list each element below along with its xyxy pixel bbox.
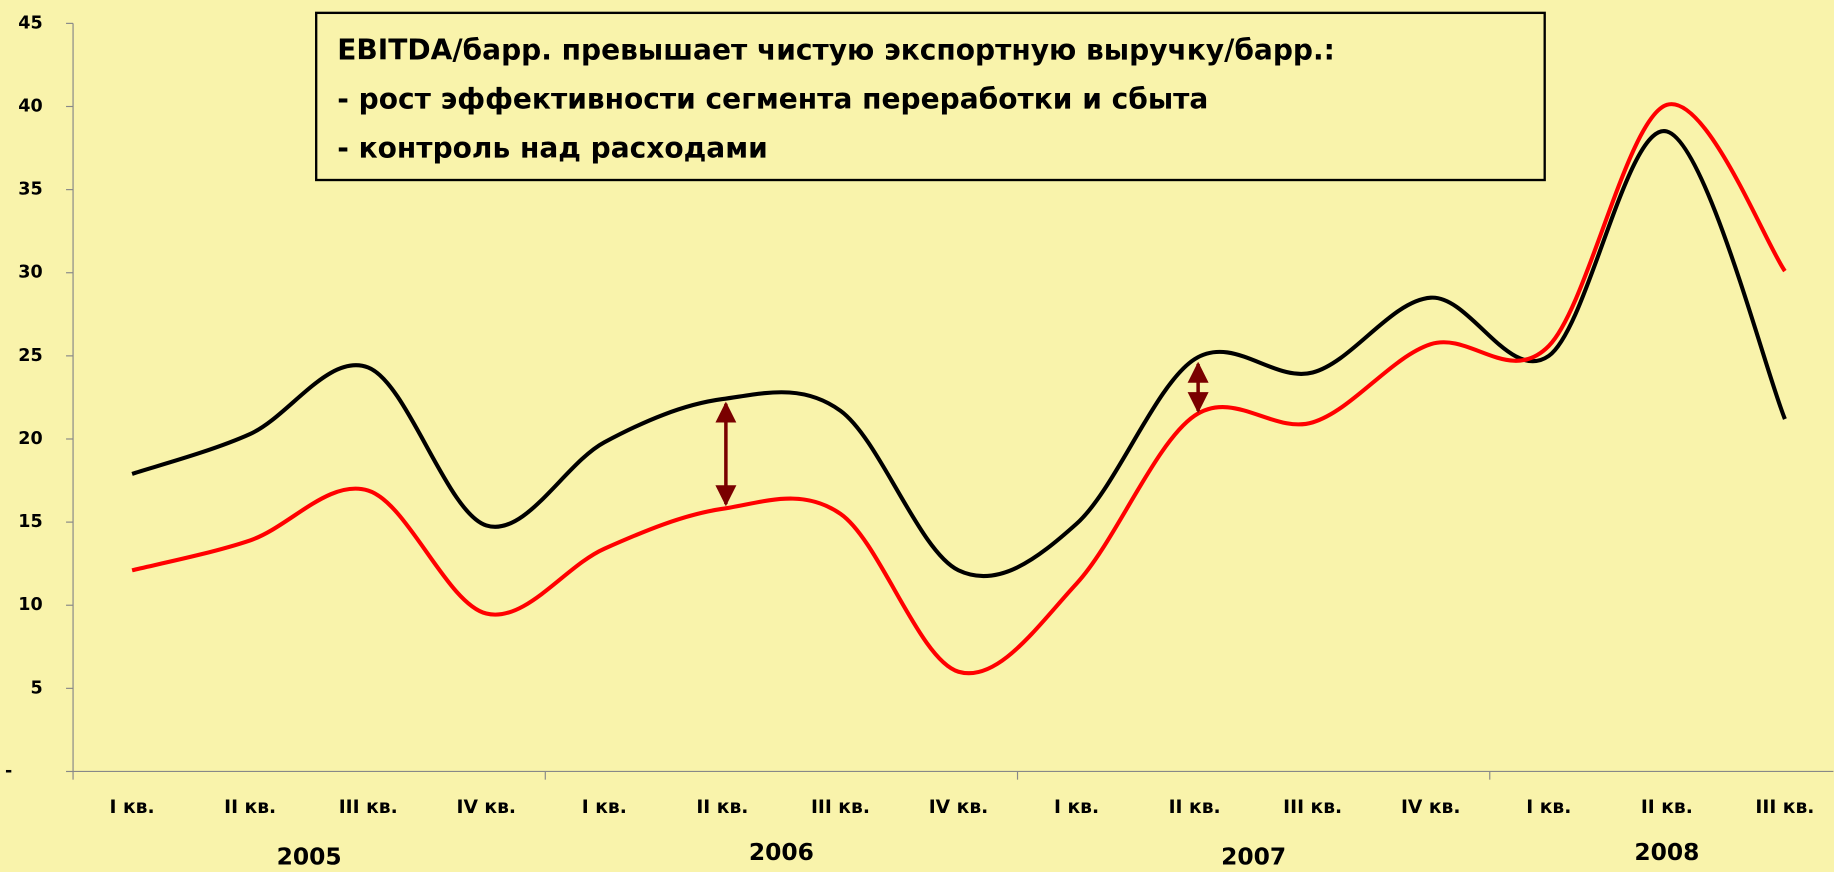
annotation-line: EBITDA/барр. превышает чистую экспортную… bbox=[337, 33, 1335, 66]
x-tick-label: III кв. bbox=[339, 797, 398, 818]
x-tick-label: II кв. bbox=[1641, 797, 1693, 818]
y-tick-label: 45 bbox=[18, 13, 42, 33]
y-tick-label: 35 bbox=[18, 180, 42, 200]
y-tick-label: 40 bbox=[18, 96, 42, 116]
x-tick-label: II кв. bbox=[1169, 797, 1221, 818]
y-tick-label: 5 bbox=[30, 678, 42, 698]
x-tick-label: III кв. bbox=[1755, 797, 1814, 818]
series-line bbox=[131, 129, 1787, 579]
y-tick-label: 15 bbox=[18, 512, 42, 532]
x-tick-label: IV кв. bbox=[456, 797, 516, 818]
y-tick-label: 25 bbox=[18, 346, 42, 366]
x-tick-label: I кв. bbox=[1054, 797, 1099, 818]
y-tick-label: 10 bbox=[18, 595, 42, 615]
annotation-line: - контроль над расходами bbox=[337, 132, 768, 165]
series-line bbox=[131, 102, 1787, 676]
year-label: 2007 bbox=[1221, 842, 1286, 870]
y-tick-label: 30 bbox=[18, 263, 42, 283]
x-tick-label: I кв. bbox=[110, 797, 155, 818]
year-label: 2008 bbox=[1634, 838, 1699, 866]
x-tick-label: III кв. bbox=[811, 797, 870, 818]
x-tick-label: III кв. bbox=[1283, 797, 1342, 818]
x-tick-label: IV кв. bbox=[929, 797, 989, 818]
annotation-line: - рост эффективности сегмента переработк… bbox=[337, 83, 1208, 116]
x-tick-label: I кв. bbox=[1526, 797, 1571, 818]
y-tick-label: - bbox=[5, 761, 12, 781]
x-tick-label: II кв. bbox=[696, 797, 748, 818]
y-tick-label: 20 bbox=[18, 429, 42, 449]
x-tick-label: IV кв. bbox=[1401, 797, 1461, 818]
x-tick-label: I кв. bbox=[582, 797, 627, 818]
year-label: 2005 bbox=[277, 842, 342, 870]
x-tick-label: II кв. bbox=[224, 797, 276, 818]
year-label: 2006 bbox=[749, 838, 814, 866]
annotation-box bbox=[315, 11, 1546, 182]
